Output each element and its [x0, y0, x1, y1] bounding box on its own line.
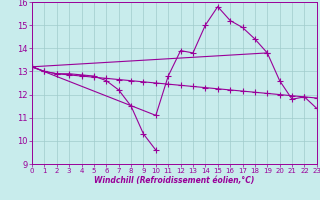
X-axis label: Windchill (Refroidissement éolien,°C): Windchill (Refroidissement éolien,°C)	[94, 176, 255, 185]
